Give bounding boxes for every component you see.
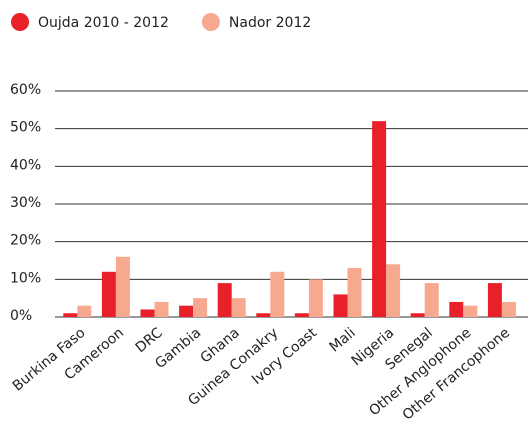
- bar: [193, 298, 208, 317]
- bar: [115, 256, 130, 317]
- bar: [154, 301, 169, 317]
- y-tick-label: 20%: [10, 233, 41, 249]
- bar: [140, 309, 155, 317]
- legend-label: Oujda 2010 - 2012: [38, 15, 169, 31]
- bar: [270, 271, 285, 317]
- y-tick-label: 40%: [10, 157, 41, 173]
- y-tick-label: 50%: [10, 120, 41, 136]
- bar: [217, 283, 232, 317]
- y-tick-label: 10%: [10, 270, 41, 286]
- bar: [294, 313, 309, 317]
- y-tick-label: 0%: [10, 308, 32, 324]
- y-tick-label: 30%: [10, 195, 41, 211]
- bar: [77, 305, 92, 317]
- x-tick-label: Mali: [327, 325, 359, 356]
- bar: [410, 313, 425, 317]
- bar: [179, 305, 194, 317]
- y-tick-label: 60%: [10, 82, 41, 98]
- legend-swatch: [201, 13, 220, 31]
- bar: [424, 283, 439, 317]
- bar: [372, 121, 387, 317]
- bar: [487, 283, 502, 317]
- bar: [386, 264, 401, 317]
- legend-swatch: [11, 13, 29, 31]
- bar: [231, 298, 246, 317]
- bar: [449, 301, 464, 317]
- bar: [308, 279, 323, 317]
- bar: [501, 301, 516, 317]
- bar: [256, 313, 271, 317]
- bar: [101, 271, 116, 317]
- legend-label: Nador 2012: [229, 15, 311, 31]
- bar: [63, 313, 78, 317]
- bar: [347, 268, 362, 317]
- bar: [463, 305, 478, 317]
- bar: [333, 294, 348, 317]
